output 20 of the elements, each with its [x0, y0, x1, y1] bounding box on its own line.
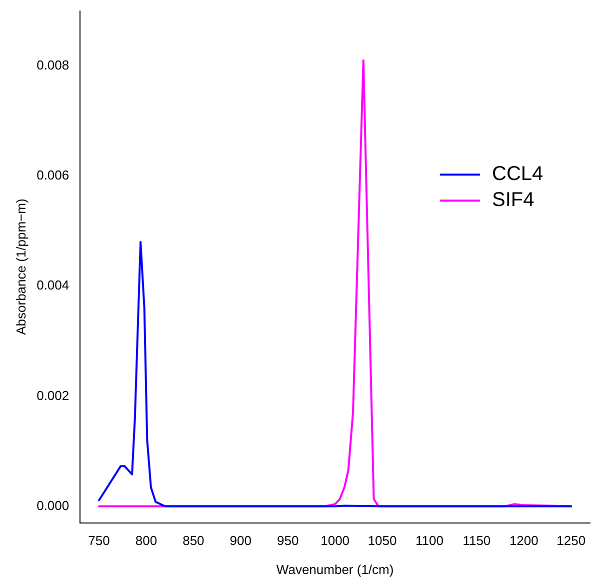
x-tick-label: 850 — [182, 533, 204, 548]
legend-label: CCL4 — [492, 163, 544, 186]
legend-label: SIF4 — [492, 189, 534, 212]
y-tick-label: 0.004 — [36, 278, 70, 293]
x-tick-label: 800 — [135, 533, 158, 548]
x-tick-label: 1000 — [320, 533, 350, 548]
x-tick-label: 1200 — [509, 533, 538, 548]
y-tick-label: 0.006 — [36, 168, 70, 183]
y-tick-label: 0.002 — [36, 388, 70, 403]
x-tick-label: 1050 — [368, 533, 397, 548]
x-tick-label: 750 — [88, 533, 110, 548]
x-tick-label: 1250 — [556, 533, 586, 548]
x-tick-label: 900 — [230, 533, 252, 548]
y-axis-title: Absorbance (1/ppm−m) — [13, 198, 28, 335]
y-tick-label: 0.008 — [36, 57, 70, 72]
x-axis-title: Wavenumber (1/cm) — [276, 562, 394, 577]
x-tick-label: 950 — [277, 533, 299, 548]
x-tick-label: 1100 — [416, 533, 444, 548]
y-tick-label: 0.000 — [36, 498, 70, 513]
x-tick-label: 1150 — [462, 533, 491, 548]
